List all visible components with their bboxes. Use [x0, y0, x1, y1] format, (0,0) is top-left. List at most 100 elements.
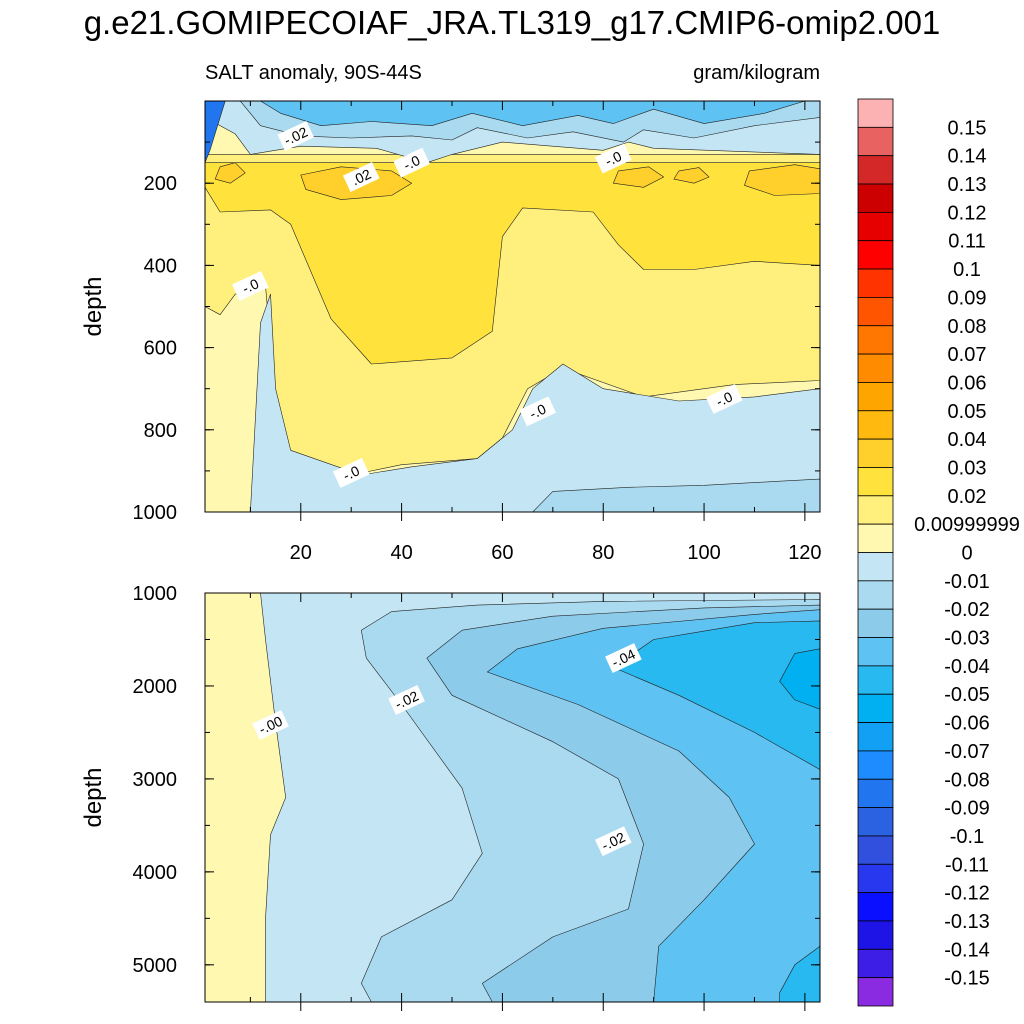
colorbar-swatch	[857, 240, 894, 270]
colorbar-label: -0.14	[944, 939, 990, 961]
contour-label: .02	[342, 162, 380, 192]
contour-label-text: -.0	[527, 401, 549, 422]
colorbar-swatch	[857, 183, 894, 213]
colorbar-swatch	[857, 977, 894, 1007]
colorbar-swatch	[857, 297, 894, 327]
y-axis-label: depth	[80, 767, 107, 827]
colorbar-swatch	[857, 353, 894, 383]
contour-region-lower-blue-5	[779, 648, 820, 710]
contour-label-box	[388, 684, 425, 715]
y-axis-label: depth	[80, 276, 107, 336]
colorbar-swatch	[857, 523, 894, 553]
colorbar-label: 0.14	[948, 146, 987, 168]
colorbar-swatch	[857, 920, 894, 950]
colorbar-label: 0.06	[948, 372, 987, 394]
contour-label-box	[252, 710, 289, 740]
panel-upper-fills: -.02.02-.0 -.0-.0-.0-.0-.0	[205, 101, 820, 512]
contour-label-box	[705, 384, 743, 414]
colorbar-swatch	[857, 807, 894, 837]
colorbar-label: 0.00999999	[914, 514, 1020, 536]
panel-lower-fills: -.00-.02-.04-.02	[205, 593, 820, 1002]
y-tick-label: 600	[144, 338, 177, 360]
contour-region-lower-blue-4	[612, 620, 820, 770]
contour-label: -.0	[519, 396, 557, 427]
contour-label-box	[519, 396, 557, 427]
y-tick-label: 4000	[133, 862, 178, 884]
y-tick-label: 2000	[133, 676, 178, 698]
chart-subtitle-variable: SALT anomaly, 90S-44S	[205, 62, 422, 84]
contour-label-box	[232, 271, 269, 301]
contour-label-text: -.0	[713, 388, 735, 409]
contour-region-salt-yellow-deep-4	[612, 166, 665, 188]
y-tick-label: 1000	[133, 583, 178, 605]
colorbar-label: 0.1	[953, 259, 981, 281]
contour-region-salt-yellow-deep-5	[673, 167, 710, 184]
contour-label: -.0	[332, 458, 370, 488]
x-tick-label: 40	[390, 542, 412, 564]
panel-lower-frame	[204, 592, 821, 1003]
contour-label-text: .02	[349, 166, 374, 189]
y-tick-label: 5000	[133, 955, 178, 977]
colorbar-swatch	[857, 722, 894, 752]
colorbar-label: 0.11	[948, 231, 985, 253]
colorbar-label: -0.13	[944, 911, 990, 933]
contour-label-box	[595, 143, 632, 174]
colorbar-label: 0.04	[948, 429, 987, 451]
y-tick-label: 1000	[133, 502, 178, 524]
y-tick-label: 200	[144, 173, 177, 195]
colorbar-swatch	[857, 863, 894, 894]
contour-region-salt-yellow-deep-2	[744, 164, 820, 196]
colorbar-label: -0.12	[944, 883, 990, 905]
x-tick-label: 80	[592, 542, 614, 564]
colorbar-label: 0.03	[948, 457, 987, 479]
colorbar-swatch	[857, 211, 894, 242]
colorbar-label: -0.11	[945, 854, 989, 876]
contour-label: -.0	[705, 384, 743, 414]
colorbar-label: -0.09	[944, 798, 990, 820]
contour-label: -.0	[393, 147, 430, 178]
contour-label-box	[277, 121, 315, 151]
colorbar-swatch	[857, 495, 894, 525]
colorbar-swatch	[857, 552, 894, 582]
x-tick-label: 120	[788, 542, 821, 564]
colorbar-swatch	[857, 892, 894, 922]
colorbar-label: -0.02	[944, 599, 990, 621]
colorbar-swatch	[857, 155, 894, 185]
colorbar-swatch	[857, 750, 894, 780]
colorbar-swatch	[857, 693, 894, 723]
contour-label-box	[605, 643, 642, 673]
contour-label-text: -.0	[603, 148, 625, 169]
contour-label-text: -.0	[401, 152, 423, 173]
colorbar-label: 0	[961, 543, 972, 565]
colorbar-swatch	[857, 948, 894, 979]
contour-region-salt-blue-deep-lower	[532, 478, 820, 512]
colorbar-swatch	[857, 665, 894, 695]
x-tick-label: 100	[687, 542, 720, 564]
contour-label-text: -.0	[240, 275, 262, 296]
colorbar-label: 0.07	[948, 344, 987, 366]
colorbar-label: 0.08	[948, 316, 987, 338]
colorbar-label: -0.04	[944, 656, 990, 678]
colorbar-swatch	[857, 637, 894, 667]
colorbar-label: -0.07	[944, 741, 990, 763]
chart-title: g.e21.GOMIPECOIAF_JRA.TL319_g17.CMIP6-om…	[83, 4, 941, 41]
colorbar-swatch	[857, 268, 894, 298]
colorbar-swatch	[857, 98, 894, 128]
contour-region-salt-blue-surface-3	[260, 101, 806, 126]
contour-label-box	[595, 826, 632, 857]
colorbar-swatch	[857, 382, 894, 412]
x-tick-label: 60	[491, 542, 513, 564]
colorbar-label: 0.02	[948, 486, 987, 508]
colorbar-label: 0.12	[948, 202, 987, 224]
y-tick-label: 3000	[133, 769, 178, 791]
contour-region-salt-blue-west-edge	[205, 101, 226, 163]
contour-label-box	[332, 458, 370, 488]
colorbar-swatch	[857, 835, 894, 865]
colorbar-label: -0.15	[944, 968, 990, 990]
chart-subtitle-units: gram/kilogram	[693, 62, 820, 84]
colorbar-label: 0.09	[948, 287, 987, 309]
contour-label: -.0	[595, 143, 632, 174]
colorbar-label: -0.1	[950, 826, 984, 848]
colorbar-label: 0.05	[948, 401, 987, 423]
colorbar-label: -0.06	[944, 713, 990, 735]
